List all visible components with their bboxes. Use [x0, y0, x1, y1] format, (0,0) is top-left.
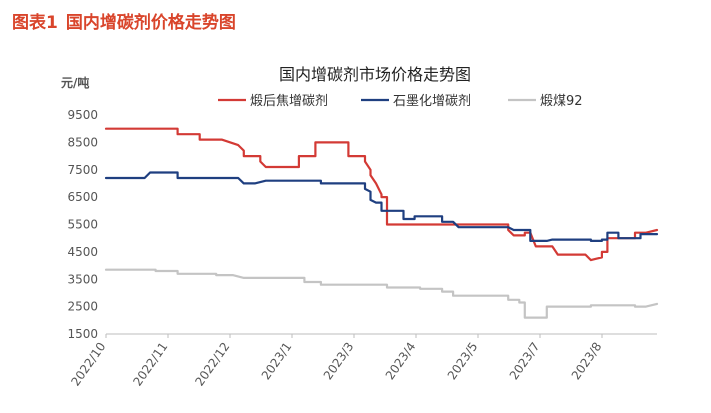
x-tick-label: 2023/1 — [259, 340, 295, 383]
y-tick-label: 2500 — [67, 300, 98, 314]
series-line-2 — [104, 171, 659, 242]
y-tick-label: 8500 — [67, 135, 98, 149]
y-tick-label: 1500 — [67, 327, 98, 341]
chart-legend: 煅后焦增碳剂 石墨化增碳剂 煅煤92 — [218, 93, 583, 109]
x-tick-label: 2022/12 — [192, 340, 232, 389]
figure-label: 图表1 — [12, 13, 58, 33]
series-line-3 — [104, 268, 659, 319]
legend-label: 石墨化增碳剂 — [393, 94, 471, 109]
y-tick-label: 6500 — [67, 190, 98, 204]
x-tick-label: 2023/3 — [321, 340, 357, 383]
x-tick-label: 2023/7 — [507, 340, 543, 383]
legend-label: 煅后焦增碳剂 — [250, 93, 328, 109]
legend-label: 煅煤92 — [540, 93, 583, 109]
y-tick-label: 7500 — [67, 163, 98, 177]
series-lines — [104, 127, 659, 319]
x-tick-label: 2022/10 — [68, 340, 108, 389]
x-tick-label: 2022/11 — [130, 340, 170, 389]
y-tick-label: 3500 — [67, 272, 98, 286]
y-tick-label: 4500 — [67, 245, 98, 259]
x-axis-ticks: 2022/10 2022/11 2022/12 2023/1 2023/3 2023/4 2… — [68, 334, 604, 389]
y-axis-unit: 元/吨 — [61, 75, 89, 90]
figure-caption: 图表1 国内增碳剂价格走势图 — [10, 8, 236, 33]
y-tick-label: 5500 — [67, 218, 98, 232]
x-tick-label: 2023/4 — [383, 340, 419, 383]
figure-caption-text: 国内增碳剂价格走势图 — [65, 13, 236, 33]
y-tick-label: 9500 — [67, 108, 98, 122]
series-line-1 — [104, 127, 659, 262]
x-tick-label: 2023/5 — [445, 340, 481, 383]
chart-title: 国内增碳剂市场价格走势图 — [279, 65, 471, 84]
x-tick-label: 2023/8 — [569, 340, 605, 383]
y-axis-ticks: 1500 2500 3500 4500 5500 6500 7500 8500 9500 — [67, 108, 98, 341]
